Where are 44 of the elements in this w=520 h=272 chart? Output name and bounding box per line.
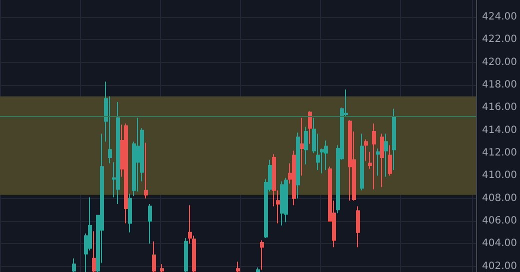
candlestick [116, 102, 120, 204]
candlestick [292, 150, 296, 206]
y-tick-label: 420.00 [482, 56, 518, 68]
candlestick [72, 258, 76, 272]
y-tick-label: 410.00 [482, 170, 518, 182]
candlestick [260, 240, 264, 270]
candlestick [236, 261, 240, 272]
y-tick-label: 406.00 [482, 216, 518, 226]
y-tick-label: 422.00 [482, 34, 518, 46]
candlestick [92, 230, 96, 272]
y-tick-label: 404.00 [482, 238, 518, 250]
y-tick-label: 412.00 [482, 148, 518, 158]
candlestick [184, 238, 188, 272]
y-tick-label: 416.00 [482, 102, 518, 114]
candlestick [296, 132, 300, 199]
candlestick [380, 133, 384, 188]
candlestick [148, 204, 152, 244]
candlestick [364, 138, 368, 162]
candlestick [280, 180, 284, 226]
candlestick [376, 148, 380, 176]
candlestick [128, 193, 132, 233]
candlestick [304, 126, 308, 165]
candlestick [124, 123, 128, 224]
y-tick-label: 414.00 [482, 124, 518, 136]
candlestick [256, 266, 260, 272]
candlestick [136, 117, 140, 192]
candlestick [392, 108, 396, 170]
candlestick [144, 142, 148, 199]
y-tick-label: 424.00 [482, 12, 518, 22]
y-tick-label: 402.00 [482, 260, 518, 272]
candlestick [284, 177, 288, 223]
candlestick [356, 206, 360, 248]
candlestick [388, 144, 392, 176]
candlestick [348, 120, 352, 202]
candlestick [308, 110, 312, 144]
candlestick [372, 123, 376, 190]
candlestick [160, 264, 164, 272]
candlestick [324, 140, 328, 170]
y-tick-label: 408.00 [482, 192, 518, 204]
candlestick [152, 240, 156, 272]
y-tick-label: 418.00 [482, 80, 518, 90]
candlestick [300, 117, 304, 176]
candlestick [360, 133, 364, 191]
candlestick [384, 133, 388, 178]
